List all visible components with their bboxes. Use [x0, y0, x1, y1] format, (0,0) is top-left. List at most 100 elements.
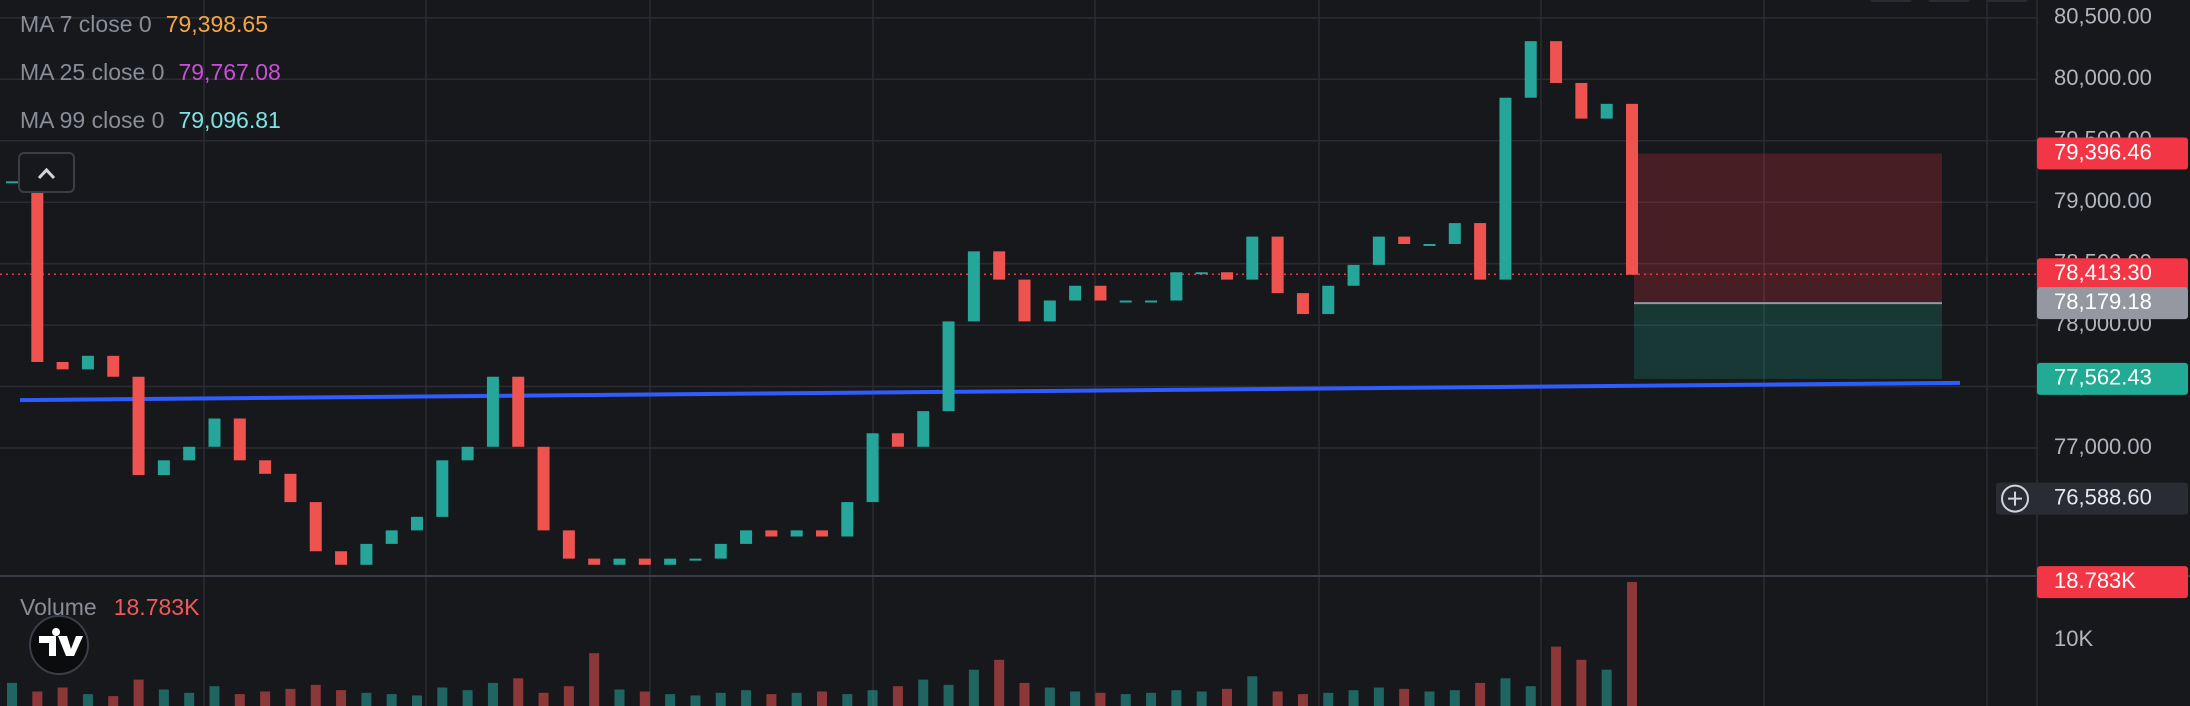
candle [1575, 82, 1588, 119]
volume-bar [1070, 691, 1081, 706]
volume-bar [1373, 687, 1384, 706]
logo-mark [39, 628, 83, 656]
volume-bar [234, 694, 245, 706]
volume-bar [462, 690, 473, 706]
candle [1221, 272, 1233, 280]
logo-circle[interactable] [29, 615, 89, 675]
volume-bar [1247, 676, 1258, 706]
volume-bar [260, 691, 271, 706]
volume-bar [918, 679, 929, 706]
volume-bar [108, 696, 119, 706]
crosshair-icon [2008, 491, 2022, 506]
collapse-button-frame[interactable] [18, 152, 75, 193]
candle [1550, 41, 1563, 83]
volume-bar [57, 687, 68, 706]
volume-bar [386, 694, 397, 706]
toolbar-button[interactable] [1986, 0, 2028, 2]
candle [1271, 236, 1284, 294]
candle [1423, 243, 1436, 246]
candle [841, 502, 854, 537]
price-badge [2037, 287, 2188, 320]
crosshair-badge [1996, 482, 2188, 515]
candle [588, 558, 601, 565]
volume-bar [1348, 690, 1359, 706]
candle [1474, 223, 1487, 280]
candle [866, 433, 879, 503]
volume-tick-label: 10K [2054, 626, 2093, 651]
candle [1626, 103, 1638, 275]
candle [562, 530, 575, 559]
y-tick-label: 80,500.00 [2054, 4, 2152, 29]
price-axis: 80,500.0080,000.0079,500.0079,000.0078,5… [1996, 4, 2188, 651]
candle [385, 530, 398, 544]
volume-bar [1222, 688, 1232, 706]
candle [1069, 285, 1082, 301]
toolbar-button[interactable] [1870, 0, 1912, 2]
ma-legend-name: MA 99 close 0 [20, 107, 164, 133]
volume-bar [690, 695, 701, 706]
candle [512, 376, 525, 447]
candle [81, 355, 94, 370]
candle [1094, 285, 1107, 301]
candle [56, 361, 69, 370]
candle [1372, 236, 1385, 265]
candle [613, 558, 626, 565]
volume-bar [285, 688, 296, 706]
volume-bar [1171, 690, 1182, 706]
y-tick-label: 79,000.00 [2054, 188, 2152, 213]
crosshair-icon [2001, 484, 2029, 513]
ma-legend-value: 79,398.65 [166, 11, 268, 37]
candle [6, 181, 18, 184]
volume-bar [817, 691, 827, 706]
candle [157, 460, 170, 476]
volume-bar [1500, 678, 1511, 706]
candle [31, 181, 44, 362]
candle [183, 446, 196, 461]
volume-bar [766, 694, 777, 706]
candle [891, 433, 904, 447]
plot [0, 17, 2037, 706]
volume-bar [1044, 687, 1055, 706]
volume-bar [1449, 690, 1460, 706]
price-badge-label: 78,179.18 [2054, 289, 2152, 314]
volume-bar [437, 687, 448, 706]
logo[interactable] [29, 615, 89, 675]
volume-bar [994, 659, 1005, 706]
candle [1499, 97, 1512, 280]
candle [411, 516, 423, 531]
candle [942, 321, 955, 412]
volume-bar [1297, 694, 1308, 706]
price-badge-label: 78,413.30 [2054, 260, 2152, 285]
candle [917, 411, 930, 447]
volume-bar [1601, 669, 1612, 706]
candle [664, 558, 677, 565]
candle [208, 418, 221, 447]
volume-bar [361, 692, 372, 706]
candle [360, 543, 373, 565]
candle [740, 530, 753, 544]
volume-bar [1095, 692, 1106, 706]
candle [1170, 272, 1183, 301]
candle [1524, 41, 1537, 98]
volume-bar [614, 689, 625, 706]
candle [1398, 236, 1411, 244]
volume-bar [32, 691, 43, 706]
candle [233, 418, 246, 461]
volume-bar [1146, 692, 1157, 706]
volume-bar [943, 684, 954, 706]
y-tick-label: 77,000.00 [2054, 434, 2152, 459]
collapse-button[interactable] [18, 152, 75, 193]
candle [1448, 223, 1461, 244]
toolbar-button[interactable] [1928, 0, 1970, 2]
candle [967, 251, 980, 322]
candle [1195, 272, 1208, 275]
volume-bar [589, 653, 600, 706]
volume-bar [791, 692, 802, 706]
candle [1246, 236, 1259, 280]
position-risk-zone [1634, 153, 1942, 304]
volume-bar [639, 691, 650, 706]
candle [436, 460, 449, 517]
volume-bar [184, 692, 195, 706]
candle [309, 502, 322, 552]
